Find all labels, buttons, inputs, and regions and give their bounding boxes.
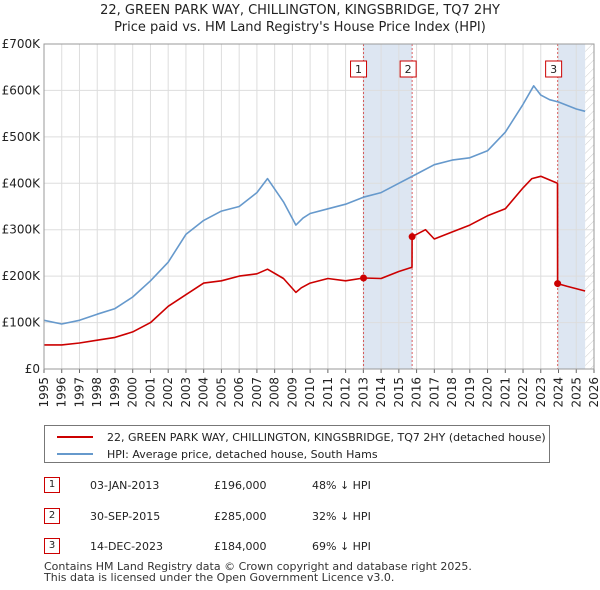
x-tick-label: 1996 (55, 377, 69, 408)
x-tick-label: 2014 (374, 377, 388, 408)
chart-subtitle: Price paid vs. HM Land Registry's House … (114, 20, 486, 35)
sale-point (554, 280, 562, 288)
x-tick-label: 2010 (303, 377, 317, 408)
x-tick-label: 2024 (552, 377, 566, 408)
transaction-number: 3 (44, 538, 60, 554)
transaction-price: £196,000 (214, 479, 267, 492)
legend-label-hpi: HPI: Average price, detached house, Sout… (107, 447, 378, 461)
y-tick-label: £200K (2, 269, 42, 283)
y-tick-label: £700K (2, 37, 42, 51)
transaction-hpi-diff: 48% ↓ HPI (312, 479, 371, 492)
transaction-row: 2 30-SEP-2015 £285,000 32% ↓ HPI (44, 508, 464, 526)
legend-label-property: 22, GREEN PARK WAY, CHILLINGTON, KINGSBR… (107, 430, 546, 444)
transaction-date: 03-JAN-2013 (90, 479, 160, 492)
y-tick-label: £300K (2, 223, 42, 237)
x-tick-label: 2013 (356, 377, 370, 408)
x-tick-label: 1995 (37, 377, 51, 408)
x-tick-label: 2021 (498, 377, 512, 408)
x-tick-label: 2017 (427, 377, 441, 408)
x-tick-label: 2026 (587, 377, 600, 408)
shaded-band (557, 44, 586, 369)
x-tick-label: 1998 (90, 377, 104, 408)
x-tick-label: 2003 (179, 377, 193, 408)
x-tick-label: 2008 (268, 377, 282, 408)
transaction-date: 30-SEP-2015 (90, 510, 161, 523)
x-tick-label: 2020 (481, 377, 495, 408)
x-tick-label: 2001 (143, 377, 157, 408)
x-tick-label: 2012 (339, 377, 353, 408)
x-tick-label: 2000 (126, 377, 140, 408)
y-tick-label: £100K (2, 316, 42, 330)
sale-number-label: 2 (405, 63, 412, 76)
x-tick-label: 2022 (516, 377, 530, 408)
transaction-hpi-diff: 69% ↓ HPI (312, 540, 371, 553)
property-price-line (44, 175, 586, 346)
sale-number-box (545, 60, 563, 78)
x-tick-label: 2009 (285, 377, 299, 408)
legend-item-property: 22, GREEN PARK WAY, CHILLINGTON, KINGSBR… (57, 429, 546, 445)
transaction-price: £285,000 (214, 510, 267, 523)
sale-point (360, 274, 368, 282)
sale-number-label: 1 (355, 63, 362, 76)
shaded-band (363, 44, 413, 369)
x-tick-label: 2006 (232, 377, 246, 408)
y-tick-label: £500K (2, 130, 42, 144)
sale-number-box (350, 60, 368, 78)
transaction-price: £184,000 (214, 540, 267, 553)
legend-item-hpi: HPI: Average price, detached house, Sout… (57, 446, 378, 462)
transaction-hpi-diff: 32% ↓ HPI (312, 510, 371, 523)
x-tick-label: 2002 (161, 377, 175, 408)
x-tick-label: 2023 (534, 377, 548, 408)
x-tick-label: 2016 (410, 377, 424, 408)
sale-point (408, 233, 416, 241)
transaction-number: 2 (44, 508, 60, 524)
x-tick-label: 2011 (321, 377, 335, 408)
legend: 22, GREEN PARK WAY, CHILLINGTON, KINGSBR… (44, 425, 550, 463)
sale-number-box (399, 60, 417, 78)
transaction-row: 1 03-JAN-2013 £196,000 48% ↓ HPI (44, 477, 464, 495)
x-tick-label: 1999 (108, 377, 122, 408)
sale-number-label: 3 (550, 63, 557, 76)
legend-swatch-hpi (57, 453, 93, 455)
chart-title: 22, GREEN PARK WAY, CHILLINGTON, KINGSBR… (100, 3, 500, 18)
footer-copyright: Contains HM Land Registry data © Crown c… (44, 560, 472, 573)
transaction-number: 1 (44, 477, 60, 493)
transaction-row: 3 14-DEC-2023 £184,000 69% ↓ HPI (44, 538, 464, 556)
footer: Contains HM Land Registry data © Crown c… (44, 561, 472, 583)
x-tick-label: 2025 (569, 377, 583, 408)
x-tick-label: 2018 (445, 377, 459, 408)
x-tick-label: 2004 (197, 377, 211, 408)
x-tick-label: 2007 (250, 377, 264, 408)
x-tick-label: 2005 (214, 377, 228, 408)
x-tick-label: 1997 (72, 377, 86, 408)
y-tick-label: £400K (2, 176, 42, 190)
x-tick-label: 2019 (463, 377, 477, 408)
plot-border (43, 43, 595, 370)
transaction-date: 14-DEC-2023 (90, 540, 164, 553)
y-tick-label: £600K (2, 83, 42, 97)
x-tick-label: 2015 (392, 377, 406, 408)
y-tick-label: £0 (25, 362, 40, 376)
footer-licence: This data is licensed under the Open Gov… (44, 571, 395, 584)
price-chart: 22, GREEN PARK WAY, CHILLINGTON, KINGSBR… (2, 3, 600, 408)
hpi-line (43, 85, 586, 325)
future-hatch (585, 44, 594, 369)
legend-swatch-property (57, 436, 93, 438)
